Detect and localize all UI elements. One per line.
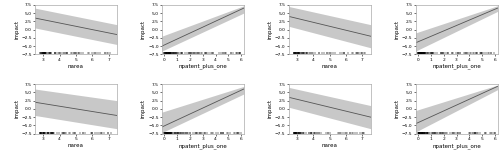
X-axis label: npatent_plus_one: npatent_plus_one: [432, 143, 481, 149]
Y-axis label: impact: impact: [141, 99, 146, 118]
X-axis label: npatent_plus_one: npatent_plus_one: [432, 64, 481, 69]
Y-axis label: impact: impact: [141, 20, 146, 39]
X-axis label: npatent_plus_one: npatent_plus_one: [178, 64, 227, 69]
Y-axis label: impact: impact: [14, 20, 19, 39]
Y-axis label: impact: impact: [268, 99, 273, 118]
X-axis label: narea: narea: [68, 64, 84, 69]
Y-axis label: impact: impact: [394, 20, 400, 39]
X-axis label: npatent_plus_one: npatent_plus_one: [178, 143, 227, 149]
Y-axis label: impact: impact: [394, 99, 400, 118]
X-axis label: narea: narea: [322, 64, 338, 69]
X-axis label: narea: narea: [68, 143, 84, 148]
Y-axis label: impact: impact: [14, 99, 19, 118]
X-axis label: narea: narea: [322, 143, 338, 148]
Y-axis label: impact: impact: [268, 20, 273, 39]
